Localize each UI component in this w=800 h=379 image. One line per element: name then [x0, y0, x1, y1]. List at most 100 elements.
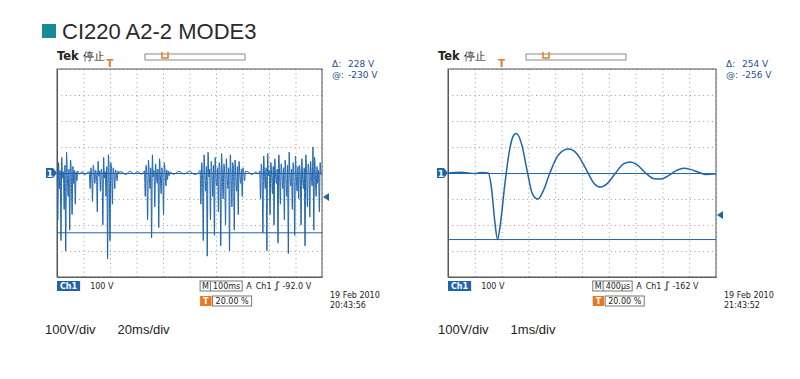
- date: 19 Feb 2010: [330, 291, 380, 300]
- ground-marker: 1: [437, 168, 448, 179]
- tick: [448, 95, 716, 96]
- trace: [57, 147, 322, 259]
- plot-area: [57, 147, 322, 259]
- tick: [57, 95, 322, 96]
- tick: [528, 69, 529, 277]
- y-axis: [57, 70, 322, 278]
- timebase-box: [200, 281, 242, 291]
- tick: [57, 147, 322, 148]
- grid-line: [448, 225, 716, 226]
- grid-line: [57, 251, 322, 252]
- ground-marker-shape: [437, 168, 448, 178]
- cursor-line: [448, 239, 716, 240]
- x-axis: [449, 69, 717, 278]
- grid-line: [582, 69, 583, 277]
- tick: [57, 225, 322, 226]
- run-state: 停止: [464, 50, 486, 62]
- tick: [662, 69, 663, 277]
- tick: [609, 69, 610, 277]
- page: CI220 A2-2 MODE3 1 T Tek 停止 Δ: 228 V @: -230 V Ch…: [0, 0, 800, 379]
- x-axis: [58, 69, 323, 278]
- y-axis: [448, 70, 716, 278]
- readout-value: 228 V: [348, 59, 375, 69]
- screen: [448, 69, 716, 277]
- grid-line: [448, 95, 716, 96]
- cursor-line: [57, 232, 322, 233]
- channel-label: Ch1: [60, 282, 78, 291]
- record-trigger-marker: [543, 52, 549, 58]
- readout-prefix: Δ:: [332, 59, 341, 69]
- brand: Tek: [438, 49, 460, 63]
- trigger-position-frame: [213, 296, 252, 306]
- grid-line: [448, 147, 716, 148]
- grid-line: [448, 121, 716, 122]
- readout-value: 254 V: [742, 59, 769, 69]
- trigger-position: 20.00 %: [608, 297, 641, 306]
- timebase-prefix: M: [202, 282, 209, 291]
- time: 21:43:52: [724, 301, 760, 310]
- ground-marker: 1: [46, 168, 57, 179]
- channel-scale: 100 V: [481, 282, 505, 291]
- trigger-source: Ch1: [646, 282, 662, 291]
- ground-marker-shape: [46, 168, 57, 178]
- trigger-mode: A: [636, 282, 642, 291]
- trigger-level-marker: [717, 211, 723, 219]
- run-state: 停止: [83, 50, 105, 62]
- record-bar: [145, 54, 245, 60]
- tick: [57, 251, 322, 252]
- trigger-position-symbol: T: [596, 297, 602, 306]
- header: CI220 A2-2 MODE3: [42, 19, 256, 44]
- trigger-position-symbol: T: [107, 58, 114, 69]
- record-trigger-marker: [162, 52, 168, 58]
- caption: 100V/div: [438, 322, 489, 337]
- tick: [555, 69, 556, 277]
- trigger-slope: [274, 282, 279, 290]
- grid-line: [57, 147, 322, 148]
- channel-scale: 100 V: [90, 282, 114, 291]
- grid-line: [609, 69, 610, 277]
- timebase: 400µs: [606, 282, 631, 291]
- trigger-level: -92.0 V: [282, 282, 311, 291]
- trigger-position-box: [200, 296, 211, 306]
- tick: [57, 121, 322, 122]
- grid-line: [448, 199, 716, 200]
- grid-line: [662, 69, 663, 277]
- screen-frame: [448, 69, 716, 277]
- tick: [636, 69, 637, 277]
- page-title: CI220 A2-2 MODE3: [62, 19, 256, 44]
- title-square: [42, 24, 56, 38]
- record-bar: [526, 54, 626, 60]
- trigger-position-marker: T: [107, 58, 114, 69]
- caption: 1ms/div: [511, 322, 556, 337]
- readout-value: -230 V: [348, 70, 378, 80]
- trigger-position-box: [593, 296, 604, 306]
- trigger-level-marker: [323, 193, 329, 201]
- trigger-mode: A: [246, 282, 252, 291]
- readout-prefix: @:: [726, 70, 738, 80]
- trigger-level: -162 V: [672, 282, 699, 291]
- grid-line: [528, 69, 529, 277]
- grid-line: [57, 225, 322, 226]
- tick: [448, 225, 716, 226]
- ground-label: 1: [438, 169, 444, 179]
- grid-line: [555, 69, 556, 277]
- brand: Tek: [57, 49, 79, 63]
- trace: [448, 133, 716, 239]
- trigger-position-symbol: T: [203, 297, 209, 306]
- trigger-position: 20.00 %: [216, 297, 249, 306]
- trigger-position-frame: [605, 296, 644, 306]
- grid-line: [448, 251, 716, 252]
- timebase: 100ms: [213, 282, 240, 291]
- date: 19 Feb 2010: [724, 291, 774, 300]
- time: 20:43:56: [330, 301, 366, 310]
- tick: [448, 199, 716, 200]
- separator: [603, 281, 604, 291]
- channel-box: [448, 281, 471, 291]
- trigger-source: Ch1: [256, 282, 272, 291]
- readout-prefix: Δ:: [726, 59, 735, 69]
- trigger-slope: [664, 282, 669, 290]
- ground-label: 1: [47, 169, 53, 179]
- scope-panel: 1TTek停止Δ:228 V@:-230 VCh1100 VM100msACh1…: [45, 49, 380, 337]
- trigger-position-symbol: T: [498, 58, 505, 69]
- caption: 20ms/div: [118, 322, 171, 337]
